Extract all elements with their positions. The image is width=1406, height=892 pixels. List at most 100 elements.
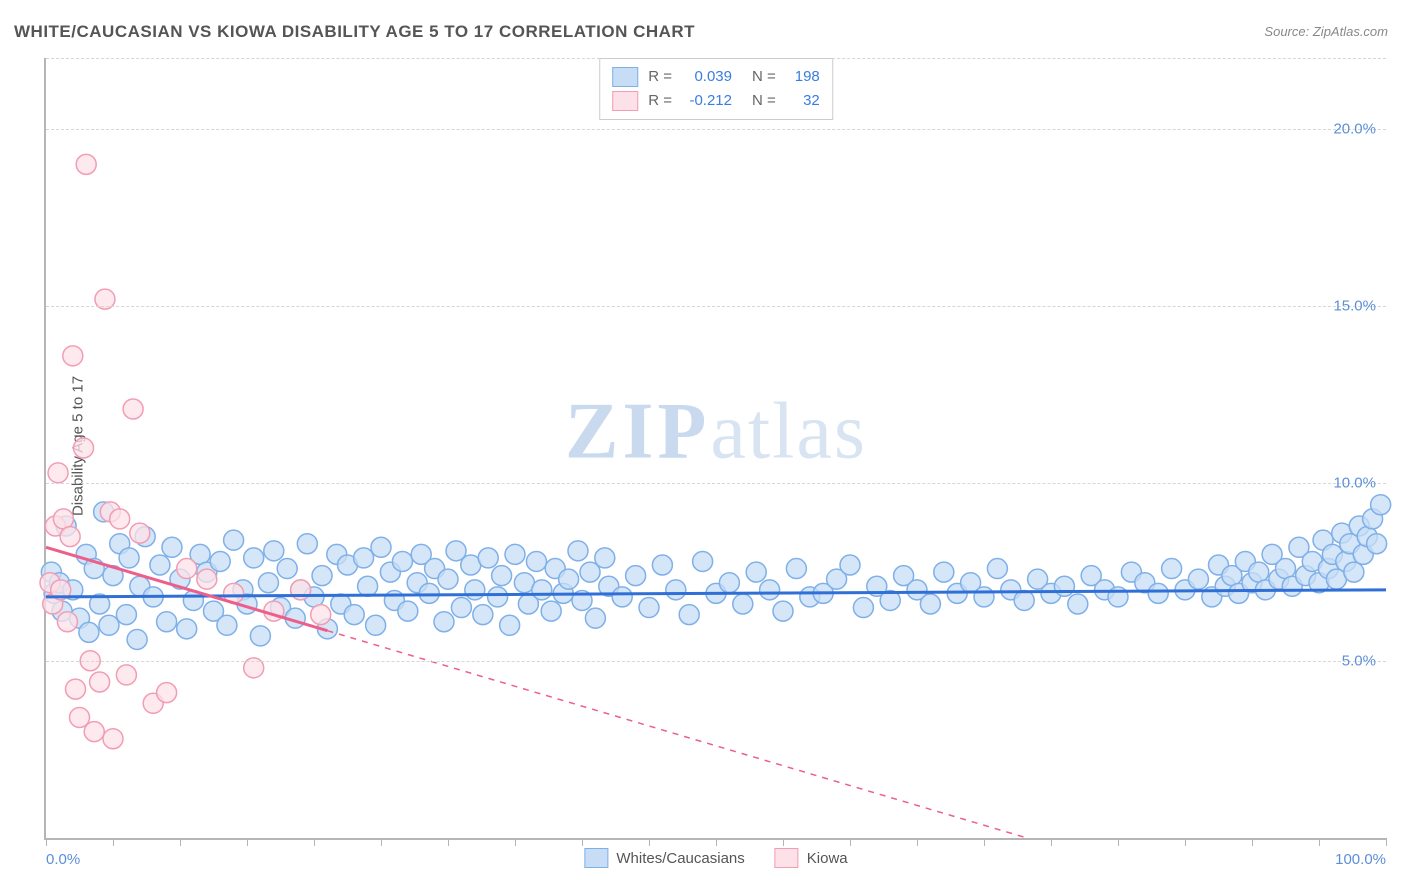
data-point [568,541,588,561]
stats-row: R =0.039N =198 [612,65,820,89]
y-tick-label: 20.0% [1333,120,1376,137]
data-point [76,154,96,174]
x-tick-label: 100.0% [1335,851,1386,868]
stat-r-label: R = [648,89,672,113]
data-point [371,537,391,557]
data-point [277,559,297,579]
data-point [157,612,177,632]
data-point [210,551,230,571]
legend-label: Whites/Caucasians [616,850,744,867]
x-tick [1252,838,1253,846]
data-point [90,672,110,692]
data-point [974,587,994,607]
stats-swatch [612,67,638,87]
data-point [639,598,659,618]
x-tick [1319,838,1320,846]
trend-line-extrapolated [327,631,1027,838]
data-point [84,722,104,742]
data-point [354,548,374,568]
data-point [358,576,378,596]
x-tick [1051,838,1052,846]
data-point [297,534,317,554]
data-point [987,559,1007,579]
data-point [451,598,471,618]
data-point [74,438,94,458]
data-point [116,605,136,625]
data-point [679,605,699,625]
chart-svg [46,58,1386,838]
stats-swatch [612,91,638,111]
data-point [853,598,873,618]
x-tick [515,838,516,846]
grid-line [46,129,1386,130]
stat-n-value: 32 [786,89,820,113]
legend: Whites/Caucasians Kiowa [584,848,847,868]
data-point [344,605,364,625]
x-tick [247,838,248,846]
source-credit: Source: ZipAtlas.com [1264,24,1388,39]
data-point [1068,594,1088,614]
x-tick [716,838,717,846]
grid-line [46,306,1386,307]
data-point [773,601,793,621]
data-point [478,548,498,568]
data-point [398,601,418,621]
data-point [157,683,177,703]
data-point [130,523,150,543]
data-point [434,612,454,632]
data-point [532,580,552,600]
x-tick [917,838,918,846]
data-point [541,601,561,621]
data-point [57,612,77,632]
stat-n-value: 198 [786,65,820,89]
data-point [311,605,331,625]
data-point [1344,562,1364,582]
data-point [746,562,766,582]
data-point [250,626,270,646]
source-link[interactable]: ZipAtlas.com [1313,24,1388,39]
stat-r-value: -0.212 [682,89,732,113]
data-point [162,537,182,557]
legend-item: Whites/Caucasians [584,848,744,868]
x-tick [1185,838,1186,846]
legend-label: Kiowa [807,850,848,867]
data-point [626,566,646,586]
x-tick [448,838,449,846]
data-point [127,629,147,649]
data-point [79,622,99,642]
data-point [1367,534,1387,554]
data-point [264,541,284,561]
x-tick [783,838,784,846]
data-point [63,346,83,366]
data-point [526,551,546,571]
data-point [934,562,954,582]
data-point [366,615,386,635]
data-point [119,548,139,568]
data-point [1188,569,1208,589]
y-tick-label: 15.0% [1333,298,1376,315]
data-point [312,566,332,586]
data-point [612,587,632,607]
data-point [652,555,672,575]
y-tick-label: 10.0% [1333,475,1376,492]
data-point [438,569,458,589]
data-point [224,530,244,550]
data-point [786,559,806,579]
grid-line [46,483,1386,484]
data-point [585,608,605,628]
data-point [60,527,80,547]
x-tick [314,838,315,846]
data-point [48,463,68,483]
data-point [840,555,860,575]
data-point [103,729,123,749]
correlation-stats-box: R =0.039N =198R =-0.212N =32 [599,58,833,120]
data-point [733,594,753,614]
x-tick-label: 0.0% [46,851,80,868]
data-point [666,580,686,600]
data-point [492,566,512,586]
data-point [1162,559,1182,579]
data-point [258,573,278,593]
chart-title: WHITE/CAUCASIAN VS KIOWA DISABILITY AGE … [14,22,695,42]
data-point [1371,495,1391,515]
data-point [473,605,493,625]
